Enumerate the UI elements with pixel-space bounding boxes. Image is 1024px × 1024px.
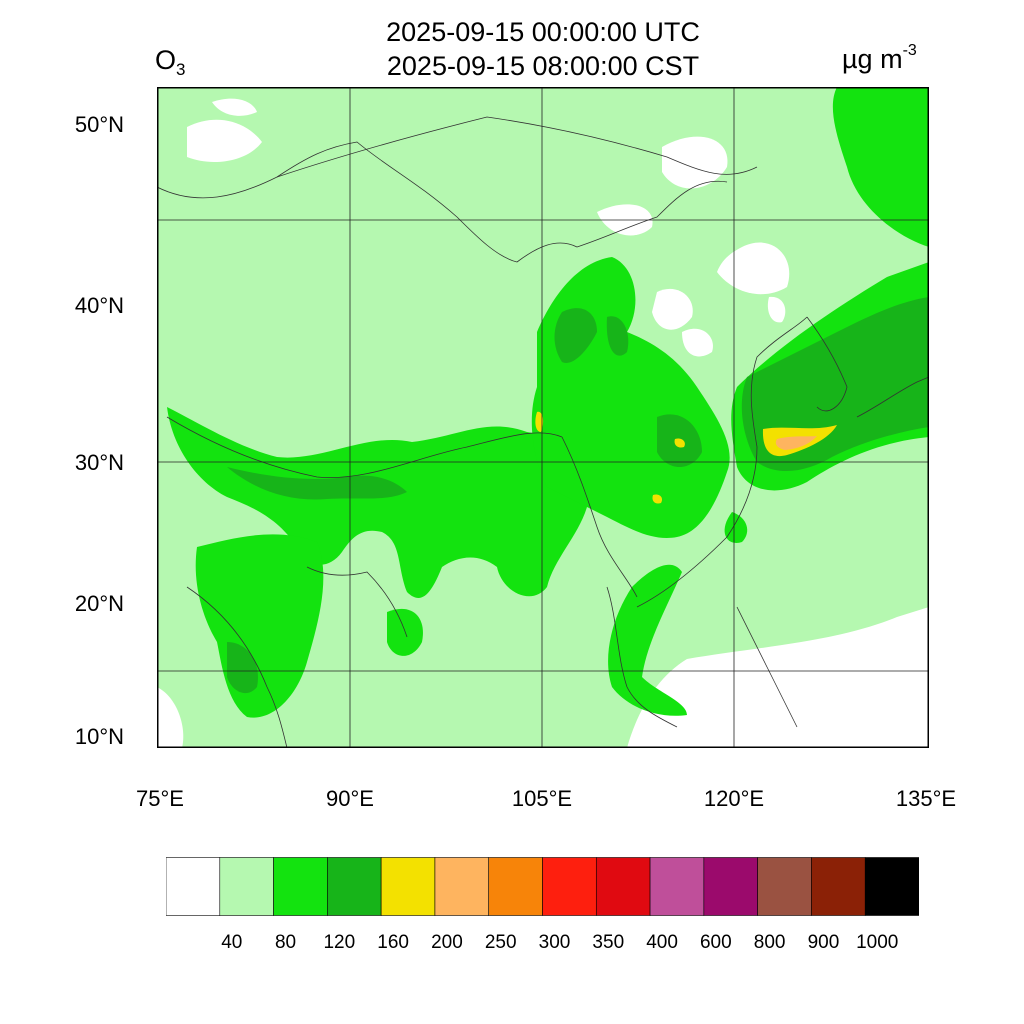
lat-label-20n: 20°N (74, 591, 124, 616)
lon-label-90e: 90°E (326, 786, 374, 811)
species-base: O (155, 45, 177, 75)
white-patch-korea (767, 296, 786, 323)
colorbar-box-10 (703, 857, 758, 916)
colorbar-label-80: 80 (274, 932, 297, 953)
species-label: O3 (155, 45, 185, 80)
dark-green-north-china-2 (606, 316, 629, 356)
species-subscript: 3 (176, 60, 186, 79)
border-mongolia-north (276, 116, 758, 178)
white-patch-northeast-2 (652, 288, 693, 330)
colorbar-label-900: 900 (807, 932, 840, 953)
coast-china-east (636, 316, 808, 608)
colorbar-label-400: 400 (646, 932, 678, 953)
colorbar-label-200: 200 (431, 932, 463, 953)
coast-korea (806, 316, 848, 412)
units-base: µg m (842, 44, 903, 74)
yellow-hotspot-central (674, 438, 685, 448)
colorbar-label-250: 250 (484, 932, 517, 953)
border-indochina (561, 436, 638, 598)
colorbar-label-600: 600 (699, 932, 732, 953)
green-band-south-china-sea (608, 564, 687, 716)
border-himalaya (166, 416, 563, 479)
colorbar-label-300: 300 (538, 932, 571, 953)
colorbar-label-350: 350 (592, 932, 625, 953)
colorbar-label-1000: 1000 (856, 932, 899, 953)
map-frame (157, 87, 929, 748)
coast-india (186, 586, 288, 748)
lat-label-30n: 30°N (74, 450, 124, 475)
country-borders (157, 116, 929, 748)
lon-label-120e: 120°E (703, 786, 765, 811)
white-patch-sw-corner (157, 687, 184, 748)
colorbar-box-8 (595, 857, 651, 916)
colorbar-box-2 (273, 857, 328, 916)
units-label: µg m-3 (842, 42, 917, 75)
dark-green-north-china (554, 308, 597, 363)
colorbar-box-5 (434, 857, 490, 916)
colorbar (166, 857, 919, 916)
yellow-hotspot-sichuan (535, 411, 544, 432)
green-band-northeast (832, 87, 929, 247)
high-concentration-areas (227, 297, 929, 694)
colorbar-box-1 (219, 857, 274, 916)
white-patch-beijing (682, 328, 713, 357)
dark-green-india (227, 642, 258, 694)
map-title-utc: 2025-09-15 00:00:00 UTC (386, 17, 700, 47)
colorbar-box-9 (649, 857, 705, 916)
dark-green-tibet (227, 467, 407, 500)
ozone-concentration-map (157, 87, 929, 748)
colorbar-box-7 (542, 857, 597, 916)
colorbar-label-160: 160 (377, 932, 409, 953)
green-band-tibet (167, 407, 591, 598)
coast-vietnam (606, 586, 678, 728)
map-title-local-time: 2025-09-15 08:00:00 CST (386, 51, 700, 81)
graticule (157, 87, 929, 748)
coast-bay-of-bengal (306, 566, 408, 638)
dark-green-yellow-sea (741, 297, 929, 472)
lat-label-40n: 40°N (74, 293, 124, 318)
white-patch-west-pacific (627, 607, 929, 748)
peak-concentration-spots (775, 436, 817, 450)
white-patch-mongolia (662, 136, 728, 189)
colorbar-box-0 (166, 857, 221, 916)
lat-label-10n: 10°N (74, 724, 124, 749)
colorbar-label-120: 120 (323, 932, 356, 953)
colorbar-box-12 (811, 857, 866, 916)
yellow-hotspot-south (652, 494, 663, 504)
white-patch-northwest-2 (212, 98, 257, 116)
coast-philippines (736, 606, 798, 728)
colorbar-box-6 (488, 857, 543, 916)
units-exponent: -3 (902, 42, 917, 59)
orange-hotspot-east-china-sea (775, 436, 817, 450)
coast-japan (856, 376, 929, 418)
white-patch-northwest (187, 119, 262, 162)
colorbar-label-800: 800 (753, 932, 786, 953)
green-band-taiwan-strait (724, 512, 748, 543)
lat-label-50n: 50°N (74, 112, 124, 137)
white-patch-northeast-1 (717, 242, 790, 295)
colorbar-label-40: 40 (221, 932, 243, 953)
lon-label-135e: 135°E (895, 786, 957, 811)
colorbar-box-11 (757, 857, 812, 916)
colorbar-box-4 (380, 857, 436, 916)
lon-label-105e: 105°E (511, 786, 573, 811)
lon-label-75e: 75°E (136, 786, 184, 811)
low-concentration-patches (157, 98, 929, 748)
colorbar-box-13 (864, 857, 919, 916)
colorbar-box-3 (327, 857, 382, 916)
